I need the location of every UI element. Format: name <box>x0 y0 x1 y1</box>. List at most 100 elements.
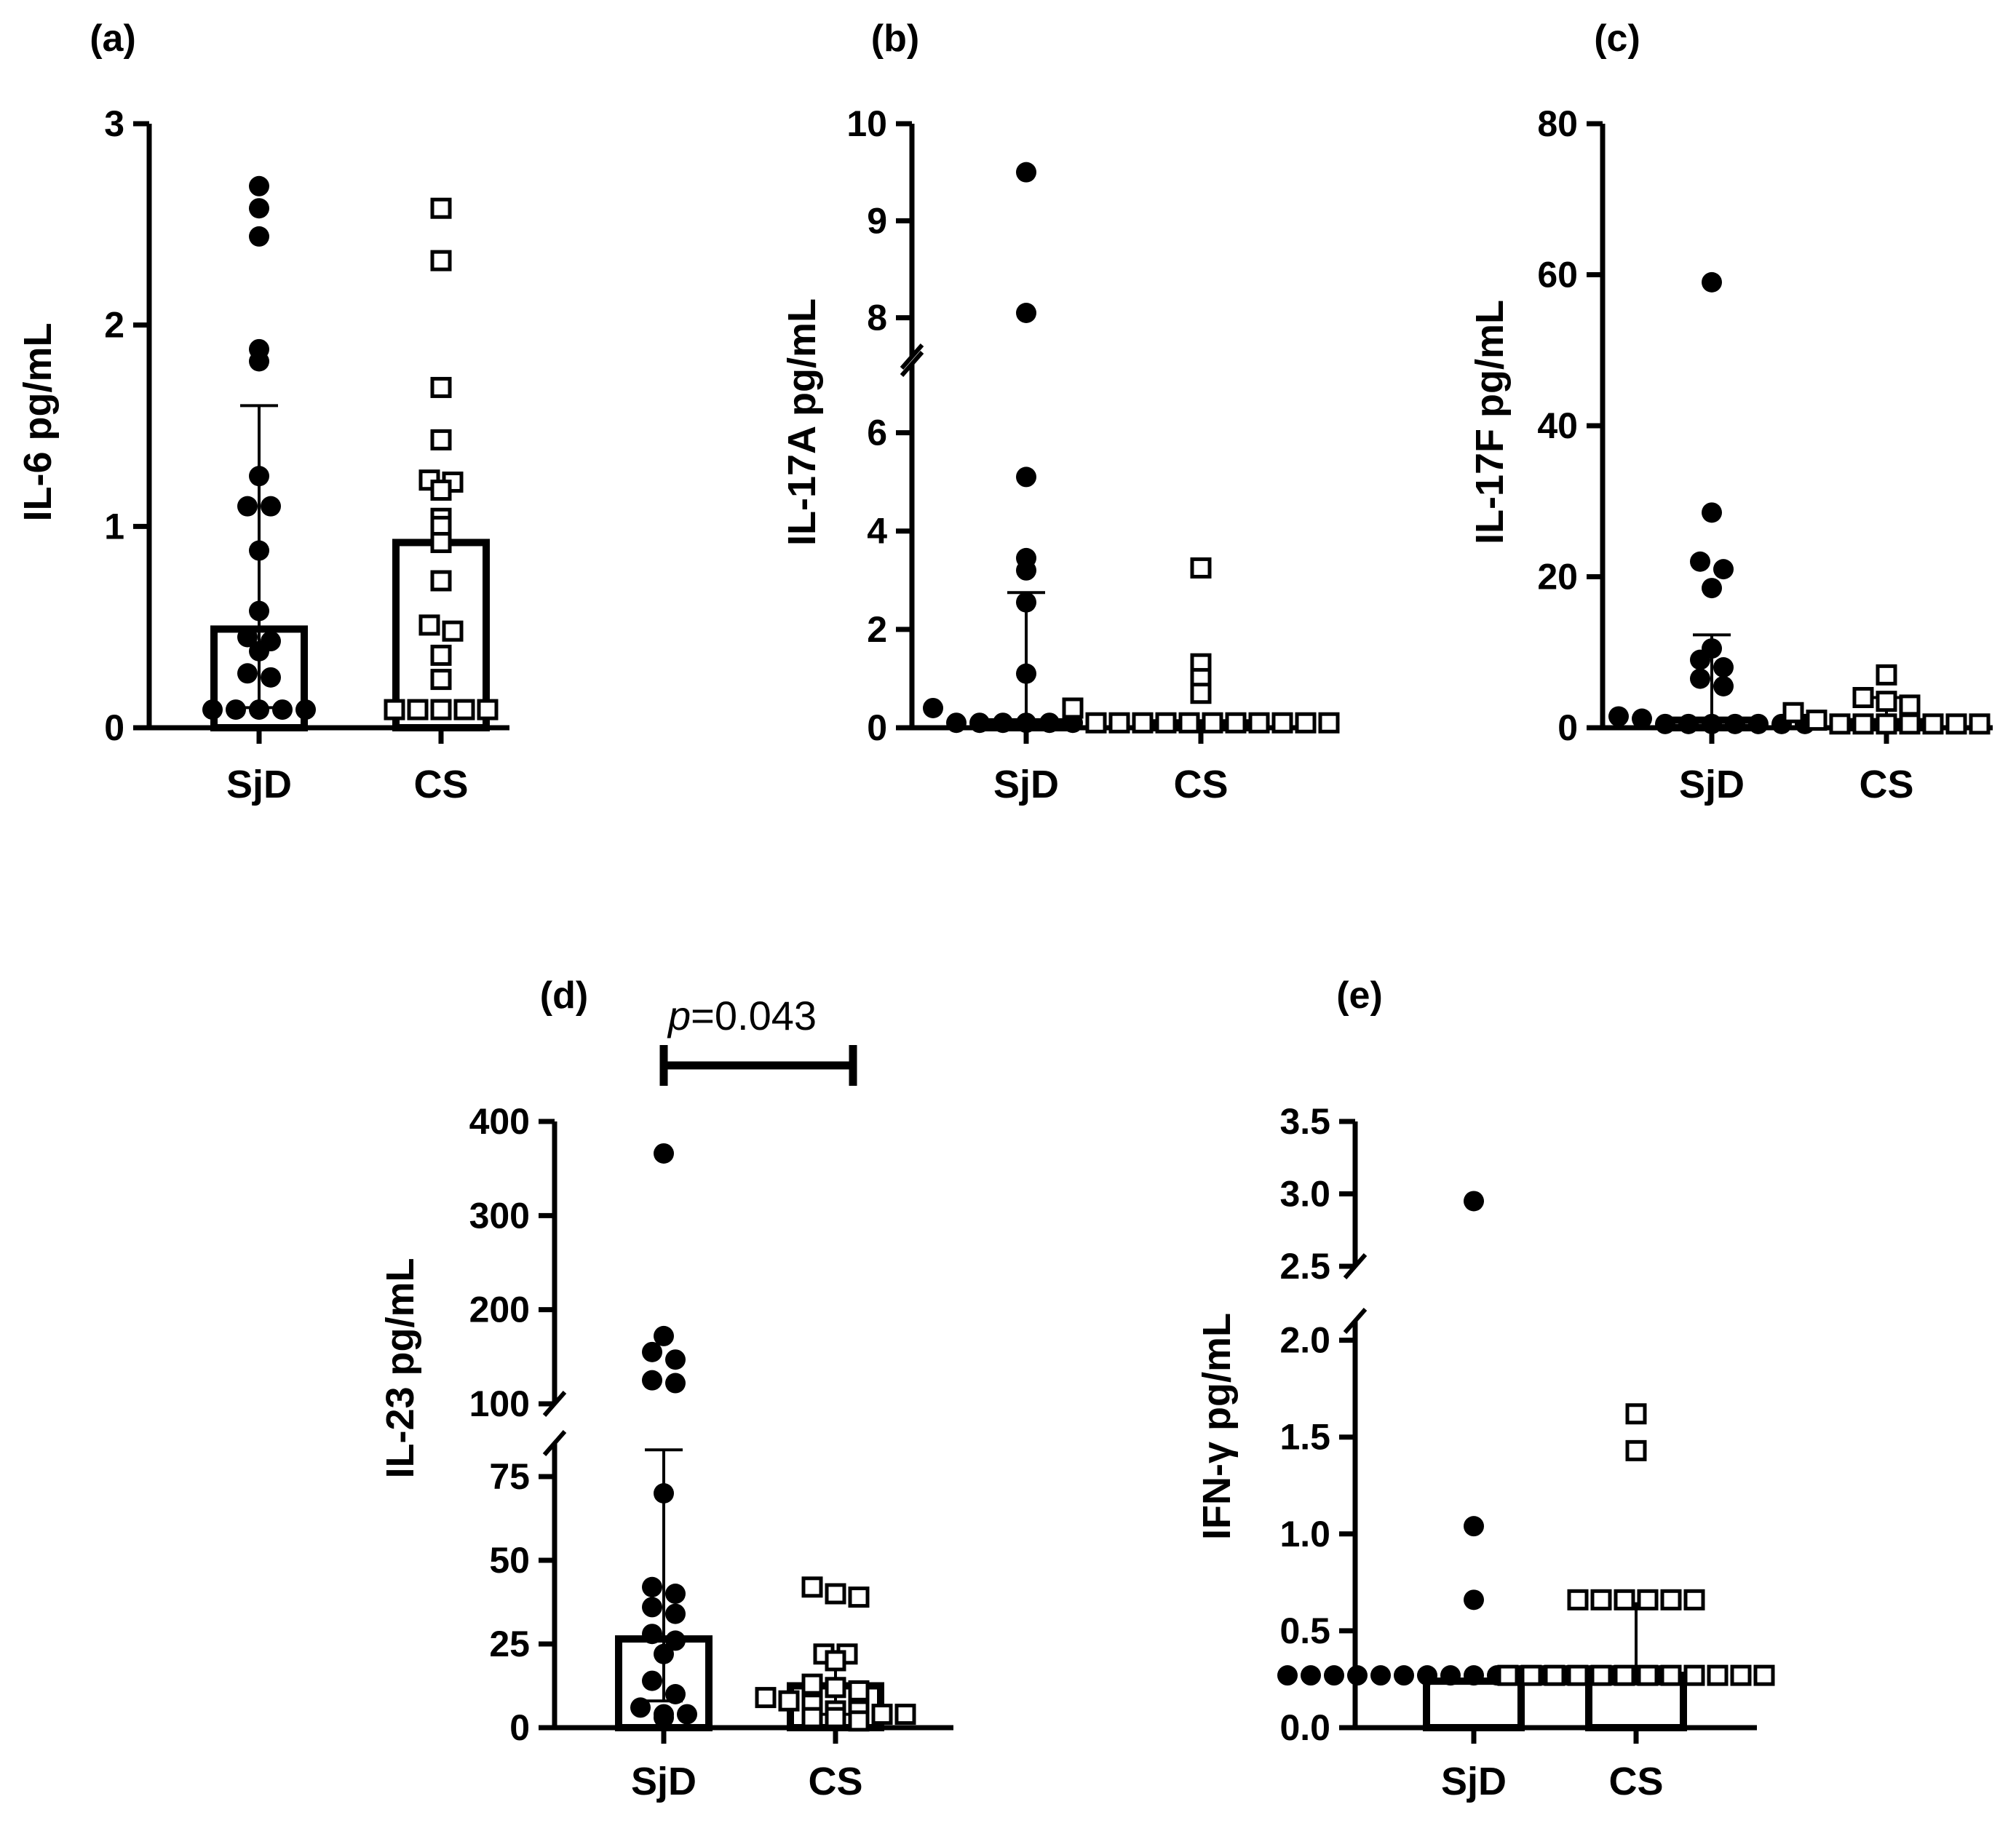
axis-break-mark <box>1343 1308 1368 1334</box>
data-point <box>1876 664 1897 686</box>
x-tick-label: SjD <box>1441 1760 1507 1803</box>
data-point <box>1016 712 1036 734</box>
data-point <box>1248 712 1270 734</box>
data-point <box>1062 697 1084 719</box>
data-point <box>1190 683 1212 704</box>
data-point <box>778 1690 800 1712</box>
data-point <box>237 627 258 648</box>
x-tick-label: SjD <box>1679 763 1745 806</box>
data-point <box>1347 1665 1368 1686</box>
data-point <box>1544 1664 1565 1686</box>
y-tick-label: 300 <box>469 1195 530 1236</box>
data-point <box>1464 1516 1484 1537</box>
y-tick-label: 2.0 <box>1279 1320 1330 1361</box>
data-point <box>1520 1664 1542 1686</box>
data-point <box>630 1697 651 1718</box>
data-point <box>848 1586 870 1608</box>
y-axis-label: IL-6 pg/mL <box>16 323 60 522</box>
data-point <box>226 699 246 720</box>
data-point <box>1690 668 1710 689</box>
data-point <box>1922 713 1944 735</box>
data-point <box>642 1670 662 1691</box>
data-point <box>1614 1664 1635 1686</box>
y-tick-label: 2.5 <box>1279 1246 1330 1287</box>
y-axis-label: IL-17F pg/mL <box>1468 300 1512 544</box>
data-point <box>1702 713 1722 734</box>
x-tick-label: SjD <box>993 763 1059 806</box>
y-tick-label: 40 <box>1537 405 1578 446</box>
data-point <box>1202 712 1223 734</box>
p-symbol: p <box>667 993 691 1038</box>
y-tick-label: 100 <box>469 1383 530 1424</box>
data-point <box>1899 713 1921 735</box>
data-point <box>1614 1589 1635 1610</box>
y-tick-label: 9 <box>867 200 887 241</box>
panel-b: (b) IL-17A pg/mL SjD CS 0 2 4 6 8 9 10 <box>780 17 1340 806</box>
data-point <box>1660 1589 1682 1610</box>
data-point <box>1806 710 1828 731</box>
data-point <box>249 226 269 247</box>
data-point <box>1394 1665 1414 1686</box>
data-point <box>430 480 452 501</box>
data-point <box>453 699 475 720</box>
x-tick-label: CS <box>808 1760 862 1803</box>
data-point <box>272 699 293 720</box>
data-point <box>665 1349 686 1370</box>
data-point <box>1295 712 1317 734</box>
p-value-text: =0.043 <box>691 993 817 1038</box>
data-point <box>1829 713 1851 735</box>
data-point <box>249 600 269 621</box>
data-point <box>1178 712 1200 734</box>
data-point <box>1016 466 1036 488</box>
data-point <box>1748 713 1769 734</box>
data-point <box>1108 712 1130 734</box>
y-tick-label: 25 <box>489 1624 530 1664</box>
y-tick-label: 0 <box>1557 707 1578 748</box>
data-point <box>1324 1665 1344 1686</box>
data-point <box>946 712 967 734</box>
data-point <box>430 376 452 398</box>
data-point <box>677 1704 697 1725</box>
data-point <box>249 540 269 561</box>
panel-label: (b) <box>871 17 919 60</box>
y-tick-label: 0 <box>104 707 124 748</box>
y-tick-label: 8 <box>867 298 887 338</box>
y-tick-label: 0.0 <box>1279 1707 1330 1748</box>
data-point <box>1852 713 1874 735</box>
data-point <box>430 699 452 720</box>
data-point <box>249 198 269 219</box>
x-tick-label: SjD <box>631 1760 697 1803</box>
data-point <box>1225 712 1247 734</box>
data-point <box>993 712 1013 734</box>
data-point <box>801 1673 823 1695</box>
y-tick-label: 3.0 <box>1279 1174 1330 1215</box>
data-point <box>825 1650 846 1672</box>
data-point <box>1730 1664 1752 1686</box>
data-point <box>801 1707 823 1728</box>
data-point <box>1876 691 1897 712</box>
y-tick-label: 60 <box>1537 255 1578 295</box>
y-tick-label: 10 <box>846 103 887 144</box>
data-point <box>654 1707 674 1728</box>
y-tick-label: 0.5 <box>1279 1610 1330 1651</box>
axis-break-mark <box>900 351 924 377</box>
data-point <box>1016 162 1036 183</box>
x-tick-label: CS <box>1608 1760 1663 1803</box>
data-point <box>430 531 452 553</box>
data-point <box>1625 1439 1647 1461</box>
data-point <box>430 429 452 450</box>
data-point <box>665 1603 686 1624</box>
data-point <box>642 1624 662 1645</box>
data-point <box>430 250 452 271</box>
data-point <box>1637 1589 1659 1610</box>
data-point <box>1590 1664 1612 1686</box>
data-point <box>1899 694 1921 716</box>
data-point <box>1683 1589 1705 1610</box>
y-tick-label: 0 <box>867 707 887 748</box>
data-point <box>848 1680 870 1701</box>
data-point <box>654 1483 674 1504</box>
data-point <box>1016 663 1036 684</box>
data-point <box>237 663 258 684</box>
data-point <box>1590 1589 1612 1610</box>
